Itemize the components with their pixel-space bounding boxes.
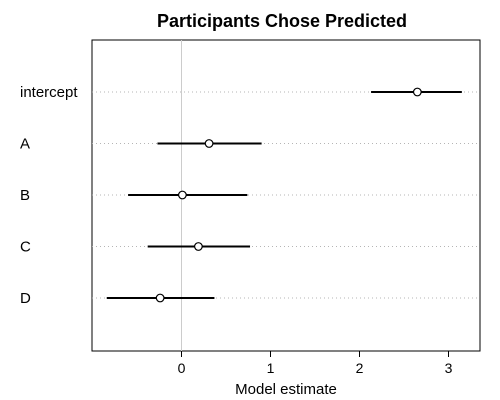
x-axis-title: Model estimate [235,381,337,398]
point-estimate [412,87,422,97]
row-label: intercept [20,84,78,101]
x-tick-label: 0 [178,360,186,376]
x-tick-label: 3 [445,360,453,376]
rows-layer: intercept A B C D [20,84,480,307]
x-tick-label: 1 [267,360,275,376]
row-D: D [20,290,480,307]
row-label: A [20,136,30,153]
x-tick-label: 2 [356,360,364,376]
point-estimate [194,242,203,251]
chart-title: Participants Chose Predicted [157,11,407,31]
point-estimate [155,293,165,303]
row-label: C [20,239,31,256]
point-estimate [177,190,187,200]
row-label: D [20,290,31,307]
row-intercept: intercept [20,84,480,101]
x-axis: 0 1 2 3 [178,351,453,376]
row-C: C [20,239,480,256]
point-estimate [204,139,214,148]
row-A: A [20,136,480,153]
row-B: B [20,187,480,204]
row-label: B [20,187,30,204]
